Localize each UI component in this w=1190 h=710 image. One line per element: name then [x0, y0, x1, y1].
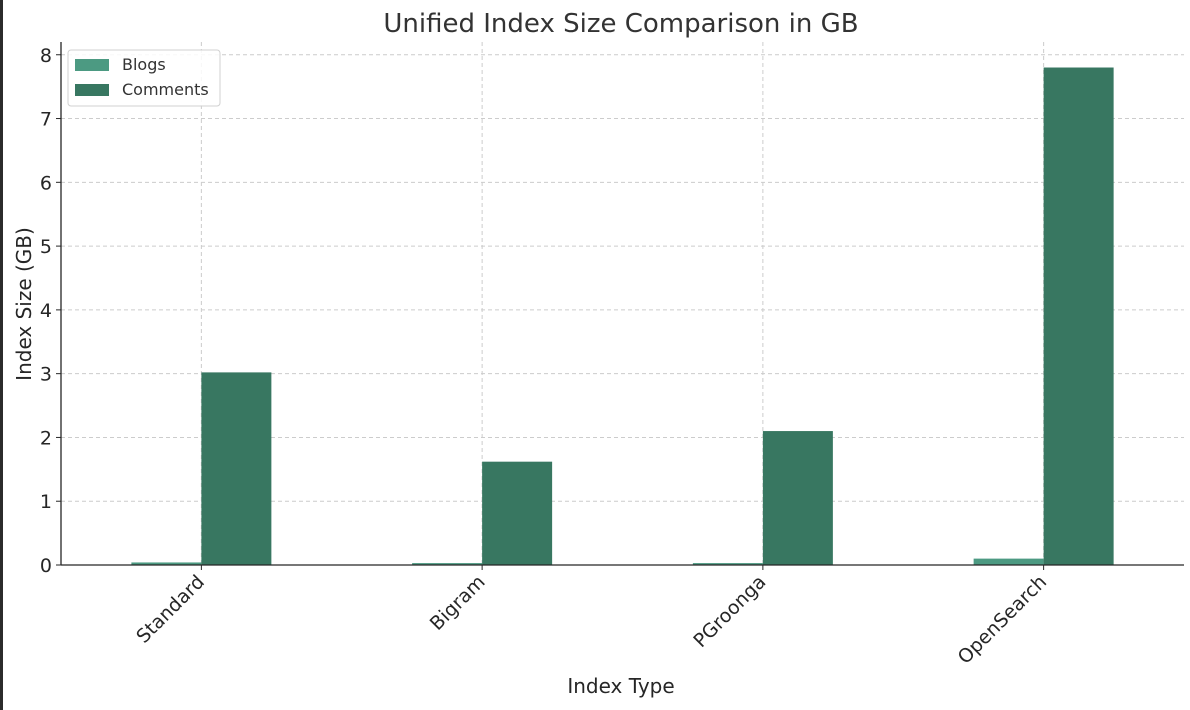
bar-comments-standard [201, 372, 272, 565]
x-tick-label: Bigram [426, 571, 490, 635]
x-tick-label: Standard [132, 571, 209, 648]
y-tick-label: 0 [40, 555, 52, 577]
legend-swatch [75, 59, 109, 71]
y-tick-label: 4 [40, 300, 52, 322]
y-tick-label: 5 [40, 236, 52, 258]
x-tick-label: OpenSearch [954, 571, 1052, 669]
window-edge [0, 0, 3, 710]
x-axis-label: Index Type [567, 674, 674, 698]
y-tick-label: 6 [40, 172, 52, 194]
legend-label: Blogs [122, 55, 166, 74]
y-tick-labels: 0 1 2 3 4 5 6 7 8 [40, 45, 52, 577]
x-tick-label: PGroonga [689, 571, 770, 652]
y-tick-label: 8 [40, 45, 52, 67]
y-tick-label: 3 [40, 364, 52, 386]
y-tick-label: 1 [40, 491, 52, 513]
legend: Blogs Comments [67, 49, 221, 107]
bar-blogs-bigram [412, 563, 483, 565]
y-tick-label: 2 [40, 427, 52, 449]
bar-comments-bigram [482, 461, 553, 565]
legend-swatch [75, 84, 109, 96]
bar-blogs-opensearch [973, 558, 1044, 565]
y-tick-label: 7 [40, 109, 52, 131]
bars [131, 67, 1114, 565]
bar-blogs-standard [131, 562, 202, 565]
bar-blogs-pgroonga [692, 563, 763, 565]
grid-lines [61, 42, 1184, 565]
axes [56, 42, 1184, 570]
chart-title: Unified Index Size Comparison in GB [383, 9, 858, 39]
legend-label: Comments [122, 80, 209, 99]
bar-comments-opensearch [1043, 67, 1114, 565]
bar-comments-pgroonga [762, 431, 833, 565]
x-tick-labels: Standard Bigram PGroonga OpenSearch [132, 571, 1051, 669]
y-axis-label: Index Size (GB) [12, 227, 36, 381]
